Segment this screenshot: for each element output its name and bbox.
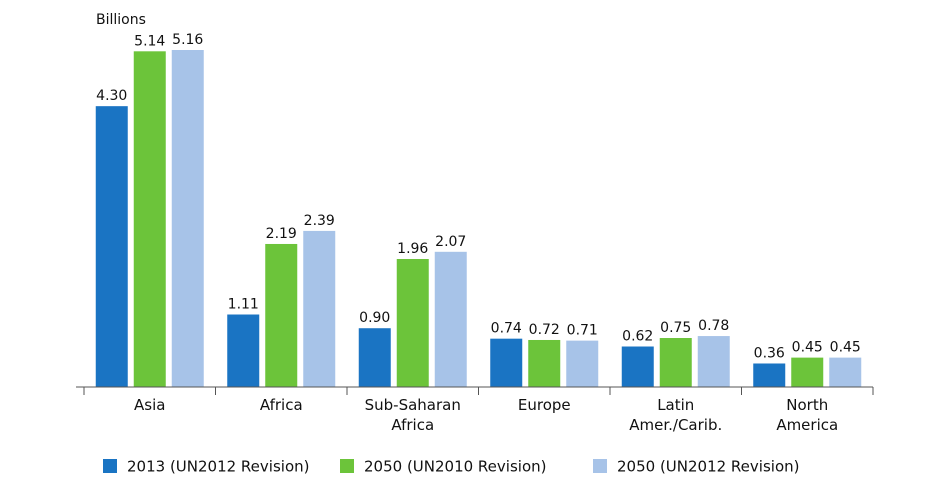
data-label: 0.72 <box>529 322 560 338</box>
x-tick-label: Africa <box>259 396 303 414</box>
bar <box>265 243 298 387</box>
bar <box>396 258 429 387</box>
x-tick-label: Sub-Saharan Africa <box>364 396 461 434</box>
data-label: 0.71 <box>567 323 598 339</box>
data-label: 1.96 <box>397 241 428 257</box>
bar <box>133 51 166 387</box>
y-axis-label: Billions <box>96 12 146 28</box>
legend-swatch <box>593 459 607 473</box>
data-label: 0.78 <box>698 318 729 334</box>
legend-label: 2050 (UN2012 Revision) <box>617 458 799 476</box>
bar <box>829 357 862 387</box>
bar <box>566 340 599 387</box>
bar <box>697 336 730 387</box>
bar <box>753 363 786 387</box>
legend-swatch <box>103 459 117 473</box>
bar <box>791 357 824 387</box>
data-label: 5.16 <box>172 32 203 48</box>
bar <box>490 338 523 387</box>
data-label: 4.30 <box>96 88 127 104</box>
x-tick-label: Asia <box>134 396 166 414</box>
data-label: 0.75 <box>660 320 691 336</box>
bar <box>621 346 654 387</box>
bar <box>303 230 336 387</box>
legend-label: 2013 (UN2012 Revision) <box>127 458 309 476</box>
data-label: 1.11 <box>228 297 259 313</box>
x-tick-label: North America <box>776 396 839 434</box>
bar <box>227 314 260 387</box>
data-label: 0.74 <box>491 321 522 337</box>
legend-label: 2050 (UN2010 Revision) <box>364 458 546 476</box>
data-label: 0.45 <box>830 340 861 356</box>
data-label: 0.62 <box>622 329 653 345</box>
bar <box>171 50 204 387</box>
data-label: 0.45 <box>792 340 823 356</box>
bar <box>528 339 561 387</box>
x-tick-label: Europe <box>517 396 571 414</box>
bar <box>659 338 692 387</box>
data-label: 5.14 <box>134 33 165 49</box>
data-label: 2.39 <box>304 213 335 229</box>
bar <box>358 328 391 387</box>
bar <box>434 251 467 387</box>
bar <box>95 106 128 388</box>
legend-swatch <box>340 459 354 473</box>
data-label: 2.19 <box>266 226 297 242</box>
data-label: 2.07 <box>435 234 466 250</box>
data-label: 0.36 <box>754 345 785 361</box>
data-label: 0.90 <box>359 310 390 326</box>
x-tick-label: Latin Amer./Carib. <box>629 396 723 434</box>
